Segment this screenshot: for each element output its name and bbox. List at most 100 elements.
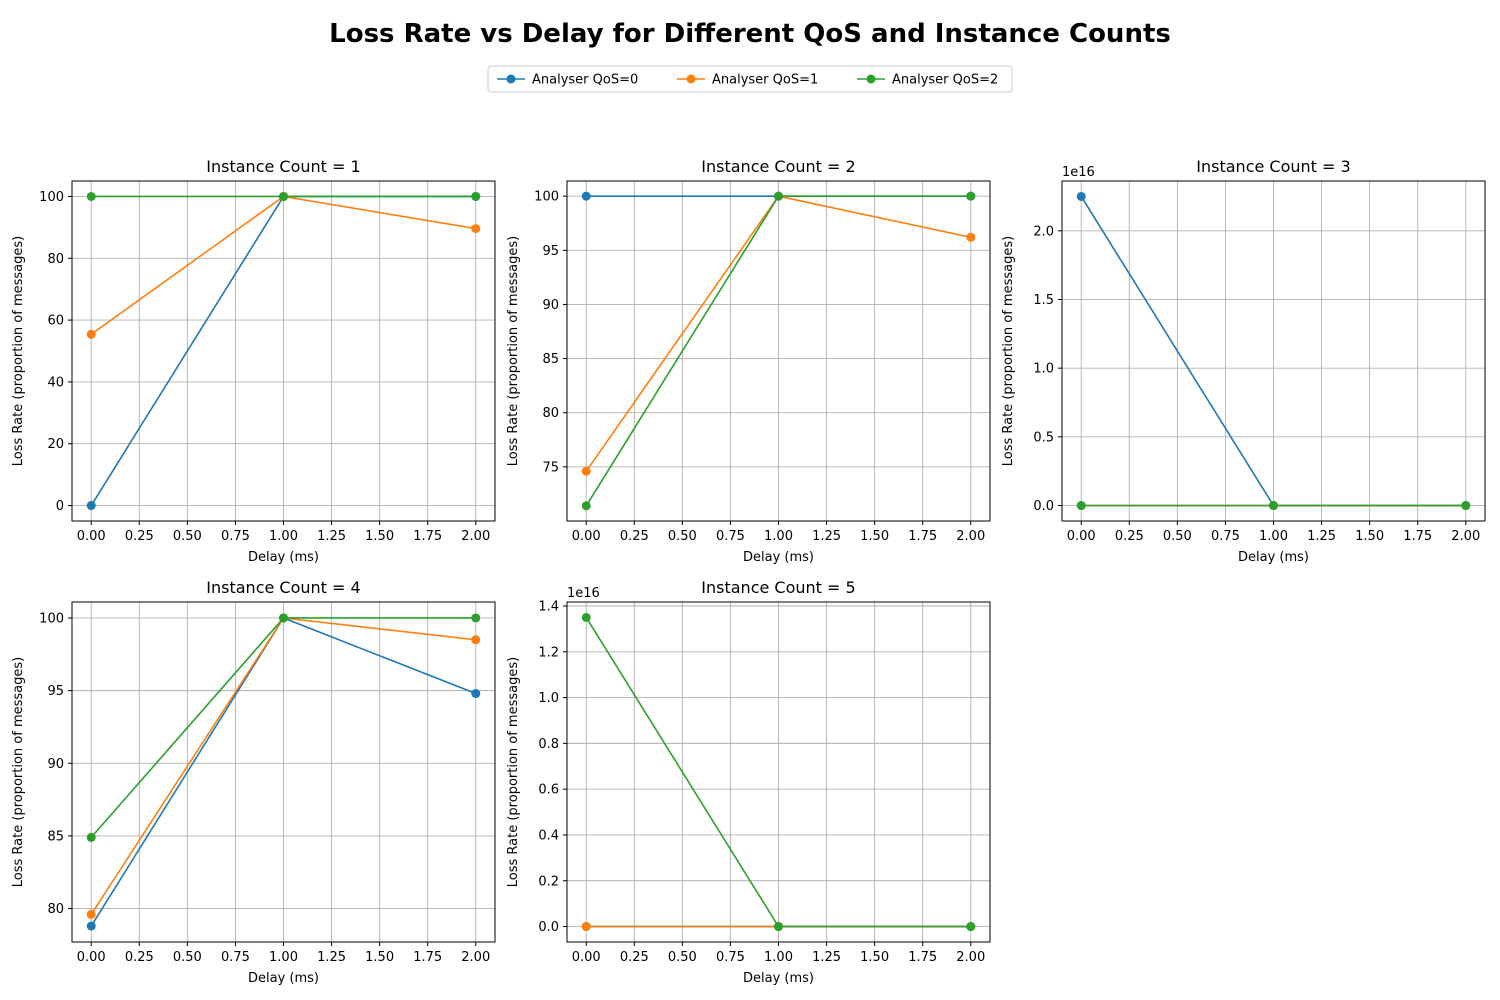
x-tick-label: 1.50 (1355, 529, 1384, 544)
y-tick-label: 95 (542, 244, 559, 259)
y-axis-label: Loss Rate (proportion of messages) (11, 236, 26, 466)
y-tick-label: 100 (39, 611, 64, 626)
y-offset-label: 1e16 (567, 586, 600, 601)
x-tick-label: 0.50 (1163, 529, 1192, 544)
y-tick-label: 85 (542, 352, 559, 367)
data-point-qos2 (1461, 501, 1471, 511)
y-tick-label: 20 (47, 437, 64, 452)
x-tick-label: 0.00 (572, 950, 601, 965)
x-tick-label: 1.50 (365, 950, 394, 965)
x-tick-label: 1.25 (812, 529, 841, 544)
data-point-qos1 (966, 232, 976, 242)
y-tick-label: 0.0 (538, 920, 559, 935)
y-tick-label: 0 (56, 499, 64, 514)
y-tick-label: 1.0 (1033, 362, 1054, 377)
x-tick-label: 1.00 (1259, 529, 1288, 544)
x-tick-label: 1.75 (1403, 529, 1432, 544)
y-tick-label: 1.4 (538, 600, 559, 615)
x-tick-label: 0.00 (77, 529, 106, 544)
subplot-title: Instance Count = 3 (1196, 157, 1350, 176)
y-tick-label: 1.5 (1033, 293, 1054, 308)
x-tick-label: 1.25 (317, 950, 346, 965)
data-point-qos2 (966, 191, 976, 201)
subplot-4: 0.00 0.25 0.50 0.75 1.00 1.25 1.50 1.75 2.00 80 85… (11, 578, 496, 986)
x-tick-label: 0.75 (716, 529, 745, 544)
subplot-5: 0.00 0.25 0.50 0.75 1.00 1.25 1.50 1.75 2.00 0.0 0… (506, 578, 991, 986)
x-tick-label: 2.00 (461, 529, 490, 544)
x-axis-label: Delay (ms) (743, 550, 814, 565)
x-tick-label: 1.50 (365, 529, 394, 544)
data-point-qos1 (471, 635, 481, 645)
legend-label-qos1: Analyser QoS=1 (712, 73, 818, 88)
data-point-qos1 (86, 909, 96, 919)
subplot-title: Instance Count = 2 (701, 157, 855, 176)
y-tick-label: 1.0 (538, 691, 559, 706)
y-tick-label: 40 (47, 375, 64, 390)
data-point-qos2 (774, 922, 783, 932)
subplot-1: 0.00 0.25 0.50 0.75 1.00 1.25 1.50 1.75 2.00 0 20 4… (11, 157, 496, 565)
y-tick-label: 100 (39, 190, 64, 205)
x-tick-label: 0.75 (1211, 529, 1240, 544)
legend-marker-qos1 (686, 74, 696, 84)
data-point-qos2 (471, 191, 481, 201)
data-point-qos0 (86, 501, 96, 511)
y-axis-label: Loss Rate (proportion of messages) (506, 236, 521, 466)
y-tick-label: 85 (47, 829, 64, 844)
x-tick-label: 1.25 (317, 529, 346, 544)
y-tick-label: 80 (47, 252, 64, 267)
data-point-qos2 (279, 613, 288, 623)
y-axis-label: Loss Rate (proportion of messages) (11, 657, 26, 887)
x-tick-label: 0.75 (221, 950, 250, 965)
x-axis-label: Delay (ms) (248, 971, 319, 986)
data-point-qos2 (966, 922, 976, 932)
x-tick-label: 0.25 (620, 950, 649, 965)
x-tick-label: 1.50 (860, 529, 889, 544)
legend-item-qos0: Analyser QoS=0 (497, 73, 638, 88)
legend-label-qos0: Analyser QoS=0 (532, 73, 638, 88)
x-tick-label: 0.00 (1067, 529, 1096, 544)
subplot-title: Instance Count = 1 (206, 157, 360, 176)
x-tick-label: 0.50 (668, 950, 697, 965)
x-tick-label: 2.00 (956, 529, 985, 544)
y-axis-label: Loss Rate (proportion of messages) (506, 657, 521, 887)
data-point-qos0 (471, 689, 481, 699)
y-tick-label: 80 (47, 902, 64, 917)
subplot-title: Instance Count = 4 (206, 578, 360, 597)
y-tick-label: 0.2 (538, 874, 559, 889)
figure-title: Loss Rate vs Delay for Different QoS and… (329, 19, 1171, 49)
x-tick-label: 0.75 (221, 529, 250, 544)
data-point-qos2 (279, 191, 288, 201)
x-tick-label: 0.25 (620, 529, 649, 544)
x-tick-label: 1.00 (764, 950, 793, 965)
data-point-qos1 (581, 922, 591, 932)
legend-marker-qos0 (506, 74, 516, 84)
data-point-qos2 (86, 191, 96, 201)
y-tick-label: 0.8 (538, 737, 559, 752)
x-tick-label: 0.25 (125, 529, 154, 544)
y-tick-label: 2.0 (1033, 224, 1054, 239)
x-tick-label: 1.25 (812, 950, 841, 965)
legend-label-qos2: Analyser QoS=2 (892, 73, 998, 88)
y-tick-label: 75 (542, 460, 559, 475)
x-tick-label: 0.50 (668, 529, 697, 544)
x-tick-label: 1.00 (764, 529, 793, 544)
legend-marker-qos2 (866, 74, 876, 84)
data-point-qos1 (471, 224, 481, 234)
x-tick-label: 1.00 (269, 529, 298, 544)
data-point-qos0 (581, 191, 591, 201)
x-tick-label: 0.00 (77, 950, 106, 965)
x-tick-label: 1.75 (413, 529, 442, 544)
y-tick-label: 0.4 (538, 828, 559, 843)
x-tick-label: 2.00 (956, 950, 985, 965)
y-tick-label: 1.2 (538, 645, 559, 660)
x-tick-label: 1.25 (1307, 529, 1336, 544)
y-tick-label: 90 (542, 298, 559, 313)
x-tick-label: 1.50 (860, 950, 889, 965)
data-point-qos2 (1269, 501, 1278, 511)
x-tick-label: 2.00 (1451, 529, 1480, 544)
y-offset-label: 1e16 (1062, 165, 1095, 180)
subplot-2: 0.00 0.25 0.50 0.75 1.00 1.25 1.50 1.75 2.00 75 80… (506, 157, 991, 565)
legend: Analyser QoS=0 Analyser QoS=1 Analyser Q… (487, 65, 1013, 93)
subplots: 0.00 0.25 0.50 0.75 1.00 1.25 1.50 1.75 2.00 0 20 4… (11, 157, 1486, 986)
